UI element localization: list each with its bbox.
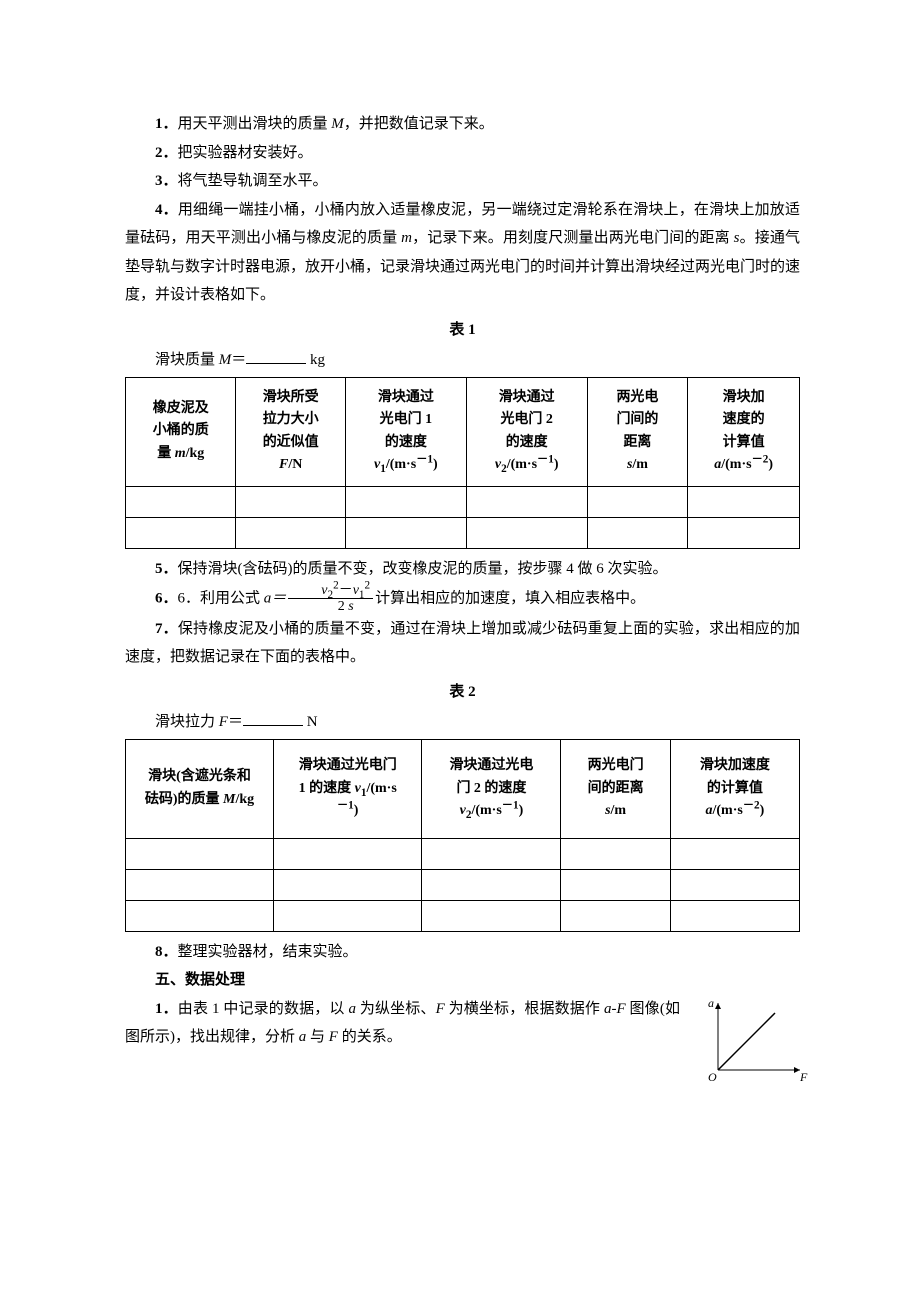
table1-pre: 滑块质量 M＝ kg <box>125 346 800 375</box>
table-cell <box>670 838 799 869</box>
table-cell <box>466 517 587 548</box>
table-header: 滑块所受拉力大小的近似值F/N <box>236 377 345 486</box>
table-cell <box>236 486 345 517</box>
table-cell <box>126 486 236 517</box>
table-cell <box>236 517 345 548</box>
table-cell <box>422 900 561 931</box>
step-3: 3．将气垫导轨调至水平。 <box>125 167 800 196</box>
step-2: 2．把实验器材安装好。 <box>125 139 800 168</box>
table2-caption: 表 2 <box>125 678 800 707</box>
table-2: 滑块(含遮光条和砝码)的质量 M/kg滑块通过光电门1 的速度 v1/(m·s－… <box>125 739 800 932</box>
svg-text:a: a <box>708 996 714 1010</box>
table-header: 滑块(含遮光条和砝码)的质量 M/kg <box>126 739 274 838</box>
step-7: 7．保持橡皮泥及小桶的质量不变，通过在滑块上增加或减少砝码重复上面的实验，求出相… <box>125 615 800 672</box>
table1-caption: 表 1 <box>125 316 800 345</box>
t1-pre-unit: kg <box>306 352 325 368</box>
table-cell <box>561 869 670 900</box>
s6-post: 计算出相应的加速度，填入相应表格中。 <box>375 590 645 606</box>
table-cell <box>126 869 274 900</box>
dp-1: 1．由表 1 中记录的数据，以 a 为纵坐标、F 为横坐标，根据数据作 a-F … <box>125 995 800 1052</box>
table-cell <box>422 869 561 900</box>
table-cell <box>587 517 688 548</box>
svg-text:O: O <box>708 1070 717 1084</box>
table-cell <box>126 517 236 548</box>
table-header: 滑块加速度的计算值a/(m·s－2) <box>670 739 799 838</box>
data-processing-block: 1．由表 1 中记录的数据，以 a 为纵坐标、F 为横坐标，根据数据作 a-F … <box>125 995 800 1052</box>
table-cell <box>561 900 670 931</box>
table-header: 两光电门间的距离s/m <box>587 377 688 486</box>
formula-lhs: a＝ <box>264 590 287 606</box>
table-header: 滑块通过光电门1 的速度 v1/(m·s－1) <box>273 739 421 838</box>
table-1: 橡皮泥及小桶的质量 m/kg滑块所受拉力大小的近似值F/N滑块通过光电门 1的速… <box>125 377 800 549</box>
formula-fraction: v22－v122 s <box>288 583 373 615</box>
table-cell <box>273 869 421 900</box>
table-cell <box>670 869 799 900</box>
table-cell <box>587 486 688 517</box>
table2-pre: 滑块拉力 F＝ N <box>125 708 800 737</box>
t2-pre-eq: ＝ <box>228 714 243 730</box>
t2-pre-label: 滑块拉力 <box>155 714 219 730</box>
table-cell <box>422 838 561 869</box>
table-cell <box>273 900 421 931</box>
table-header: 滑块通过光电门 1的速度v1/(m·s－1) <box>345 377 466 486</box>
table-header: 滑块加速度的计算值a/(m·s－2) <box>688 377 800 486</box>
t1-pre-eq: ＝ <box>231 352 246 368</box>
step-4: 4．用细绳一端挂小桶，小桶内放入适量橡皮泥，另一端绕过定滑轮系在滑块上，在滑块上… <box>125 196 800 310</box>
table-cell <box>670 900 799 931</box>
section-5-head: 五、数据处理 <box>125 966 800 995</box>
table-cell <box>466 486 587 517</box>
a-f-graph-svg: a F O <box>700 995 810 1085</box>
table-header: 滑块通过光电门 2 的速度v2/(m·s－1) <box>422 739 561 838</box>
table-cell <box>345 517 466 548</box>
table-cell <box>561 838 670 869</box>
a-f-graph: a F O <box>700 995 810 1085</box>
t2-pre-unit: N <box>303 714 318 730</box>
table-header: 滑块通过光电门 2的速度v2/(m·s－1) <box>466 377 587 486</box>
table-header: 两光电门间的距离s/m <box>561 739 670 838</box>
table-cell <box>126 838 274 869</box>
step-1: 1．用天平测出滑块的质量 M，并把数值记录下来。 <box>125 110 800 139</box>
table-cell <box>126 900 274 931</box>
table-cell <box>273 838 421 869</box>
t1-pre-label: 滑块质量 <box>155 352 219 368</box>
step-8: 8．整理实验器材，结束实验。 <box>125 938 800 967</box>
step-5: 5．保持滑块(含砝码)的质量不变，改变橡皮泥的质量，按步骤 4 做 6 次实验。 <box>125 555 800 584</box>
table-cell <box>688 486 800 517</box>
step-6: 6．6．利用公式 a＝v22－v122 s计算出相应的加速度，填入相应表格中。 <box>125 583 800 615</box>
table-cell <box>688 517 800 548</box>
table-header: 橡皮泥及小桶的质量 m/kg <box>126 377 236 486</box>
svg-text:F: F <box>799 1070 808 1084</box>
table-cell <box>345 486 466 517</box>
t1-blank <box>246 348 306 364</box>
t2-blank <box>243 710 303 726</box>
s6-pre: 6．利用公式 <box>178 590 264 606</box>
